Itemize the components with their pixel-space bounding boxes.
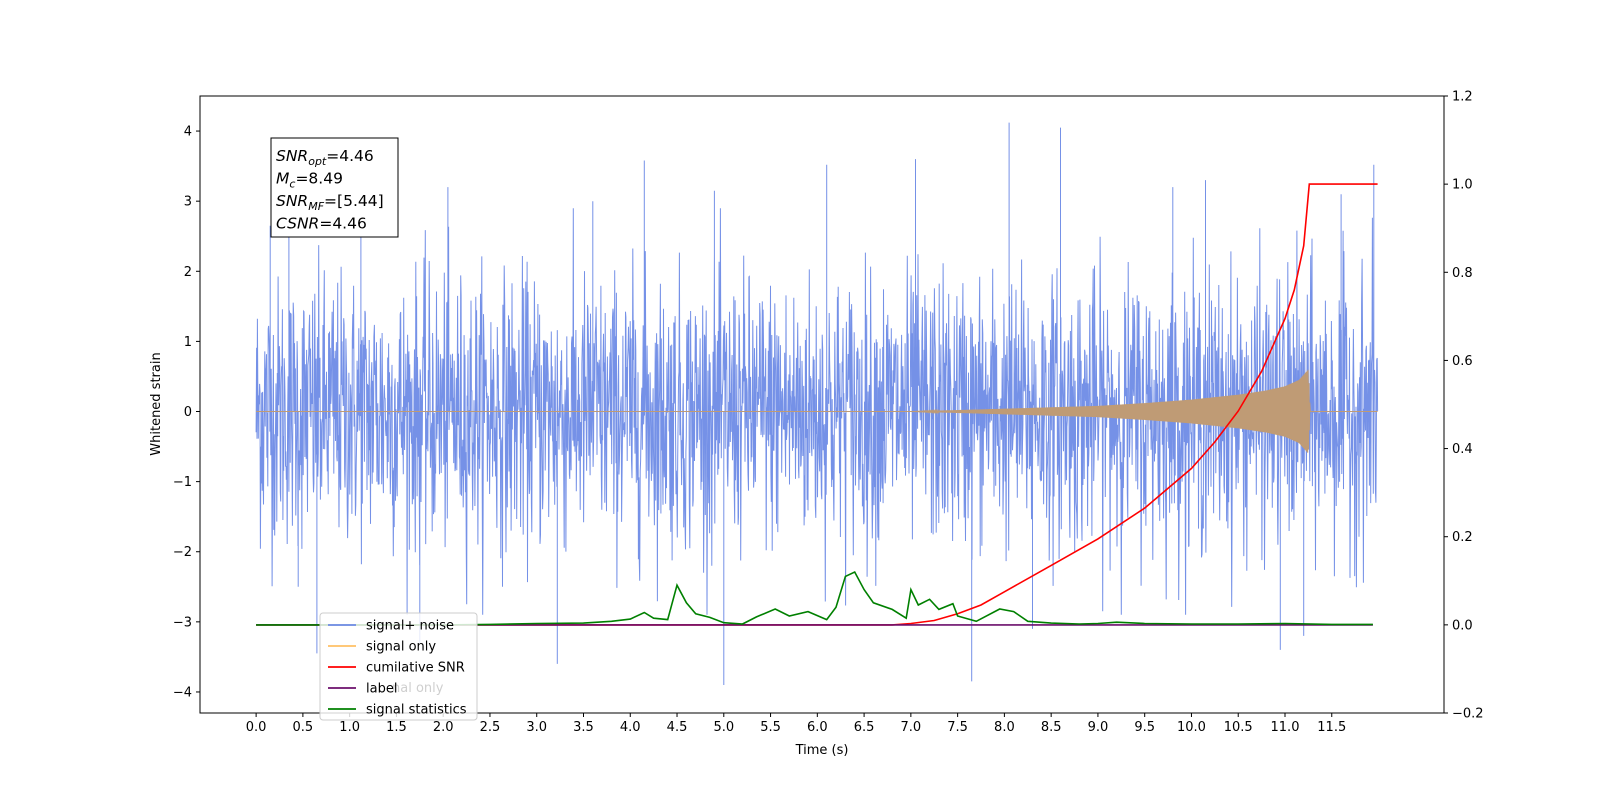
legend: nal only signal+ noise signal only cumilat… — [319, 612, 478, 721]
y-right-tick-label: 0.2 — [1452, 530, 1473, 545]
series-signal-noise — [255, 122, 1379, 685]
plot-area — [255, 122, 1379, 685]
y-right-tick-label: 1.2 — [1452, 90, 1473, 105]
x-tick-label: 0.0 — [246, 720, 267, 735]
legend-item-label: signal only — [366, 640, 436, 655]
y-tick-label: −2 — [173, 545, 192, 560]
y-tick-label: 3 — [184, 195, 192, 210]
legend-item-label: signal+ noise — [366, 619, 454, 634]
x-tick-label: 9.5 — [1134, 720, 1155, 735]
x-tick-label: 3.5 — [573, 720, 594, 735]
x-tick-label: 10.5 — [1224, 720, 1253, 735]
annotation-box — [270, 137, 399, 238]
y-axis-label: Whitened strain — [149, 352, 164, 455]
y-right-tick-label: 1.0 — [1452, 178, 1473, 193]
legend-item-label: signal statistics — [366, 703, 467, 718]
x-tick-label: 8.5 — [1041, 720, 1062, 735]
annotation-line: Mc=8.49 — [276, 170, 343, 191]
x-tick-label: 8.0 — [994, 720, 1015, 735]
x-tick-label: 2.0 — [433, 720, 454, 735]
y-tick-label: 1 — [184, 335, 192, 350]
x-tick-label: 6.0 — [807, 720, 828, 735]
x-tick-label: 1.0 — [339, 720, 360, 735]
y-right-tick-label: −0.2 — [1452, 707, 1484, 722]
annotation-line: CSNR=4.46 — [276, 215, 367, 233]
x-tick-label: 0.5 — [293, 720, 314, 735]
y-tick-label: 2 — [184, 265, 192, 280]
legend-item-label: cumilative SNR — [366, 661, 465, 676]
y-tick-label: −4 — [173, 685, 192, 700]
x-tick-label: 9.0 — [1088, 720, 1109, 735]
legend-item-label: label — [366, 682, 397, 697]
y-axis-ticks: 4 3 2 1 0 −1 −2 −3 −4 — [173, 125, 200, 700]
x-tick-label: 7.0 — [901, 720, 922, 735]
x-tick-label: 10.0 — [1177, 720, 1206, 735]
y-right-tick-label: 0.6 — [1452, 354, 1473, 369]
x-tick-label: 4.5 — [667, 720, 688, 735]
annotation-line: SNRMF=[5.44] — [276, 192, 384, 213]
x-tick-label: 11.5 — [1317, 720, 1346, 735]
x-axis-ticks: 0.0 0.5 1.0 1.5 2.0 2.5 3.0 3.5 4.0 4.5 5.0 5.5 6.0 6… — [246, 713, 1346, 735]
x-tick-label: 1.5 — [386, 720, 407, 735]
legend-frame — [319, 612, 478, 721]
x-tick-label: 11.0 — [1271, 720, 1300, 735]
y-right-axis-ticks: 1.2 1.0 0.8 0.6 0.4 0.2 0.0 −0.2 — [1444, 90, 1484, 722]
x-tick-label: 4.0 — [620, 720, 641, 735]
x-tick-label: 7.5 — [947, 720, 968, 735]
y-tick-label: −3 — [173, 615, 192, 630]
x-tick-label: 3.0 — [526, 720, 547, 735]
x-axis-label: Time (s) — [795, 743, 849, 758]
x-tick-label: 5.5 — [760, 720, 781, 735]
series-signal-statistics — [256, 570, 1373, 626]
y-right-tick-label: 0.0 — [1452, 618, 1473, 633]
y-tick-label: 4 — [184, 125, 192, 140]
y-tick-label: −1 — [173, 475, 192, 490]
y-right-tick-label: 0.4 — [1452, 442, 1473, 457]
annotation-line: SNRopt=4.46 — [276, 147, 374, 168]
x-tick-label: 5.0 — [713, 720, 734, 735]
x-tick-label: 6.5 — [854, 720, 875, 735]
x-tick-label: 2.5 — [480, 720, 501, 735]
plot-frame — [199, 95, 1445, 714]
y-right-tick-label: 0.8 — [1452, 266, 1473, 281]
y-tick-label: 0 — [184, 405, 192, 420]
series-signal-only — [256, 369, 1378, 453]
series-cumilative-snr — [256, 183, 1378, 626]
legend-hidden-fragment: nal only — [392, 681, 444, 696]
